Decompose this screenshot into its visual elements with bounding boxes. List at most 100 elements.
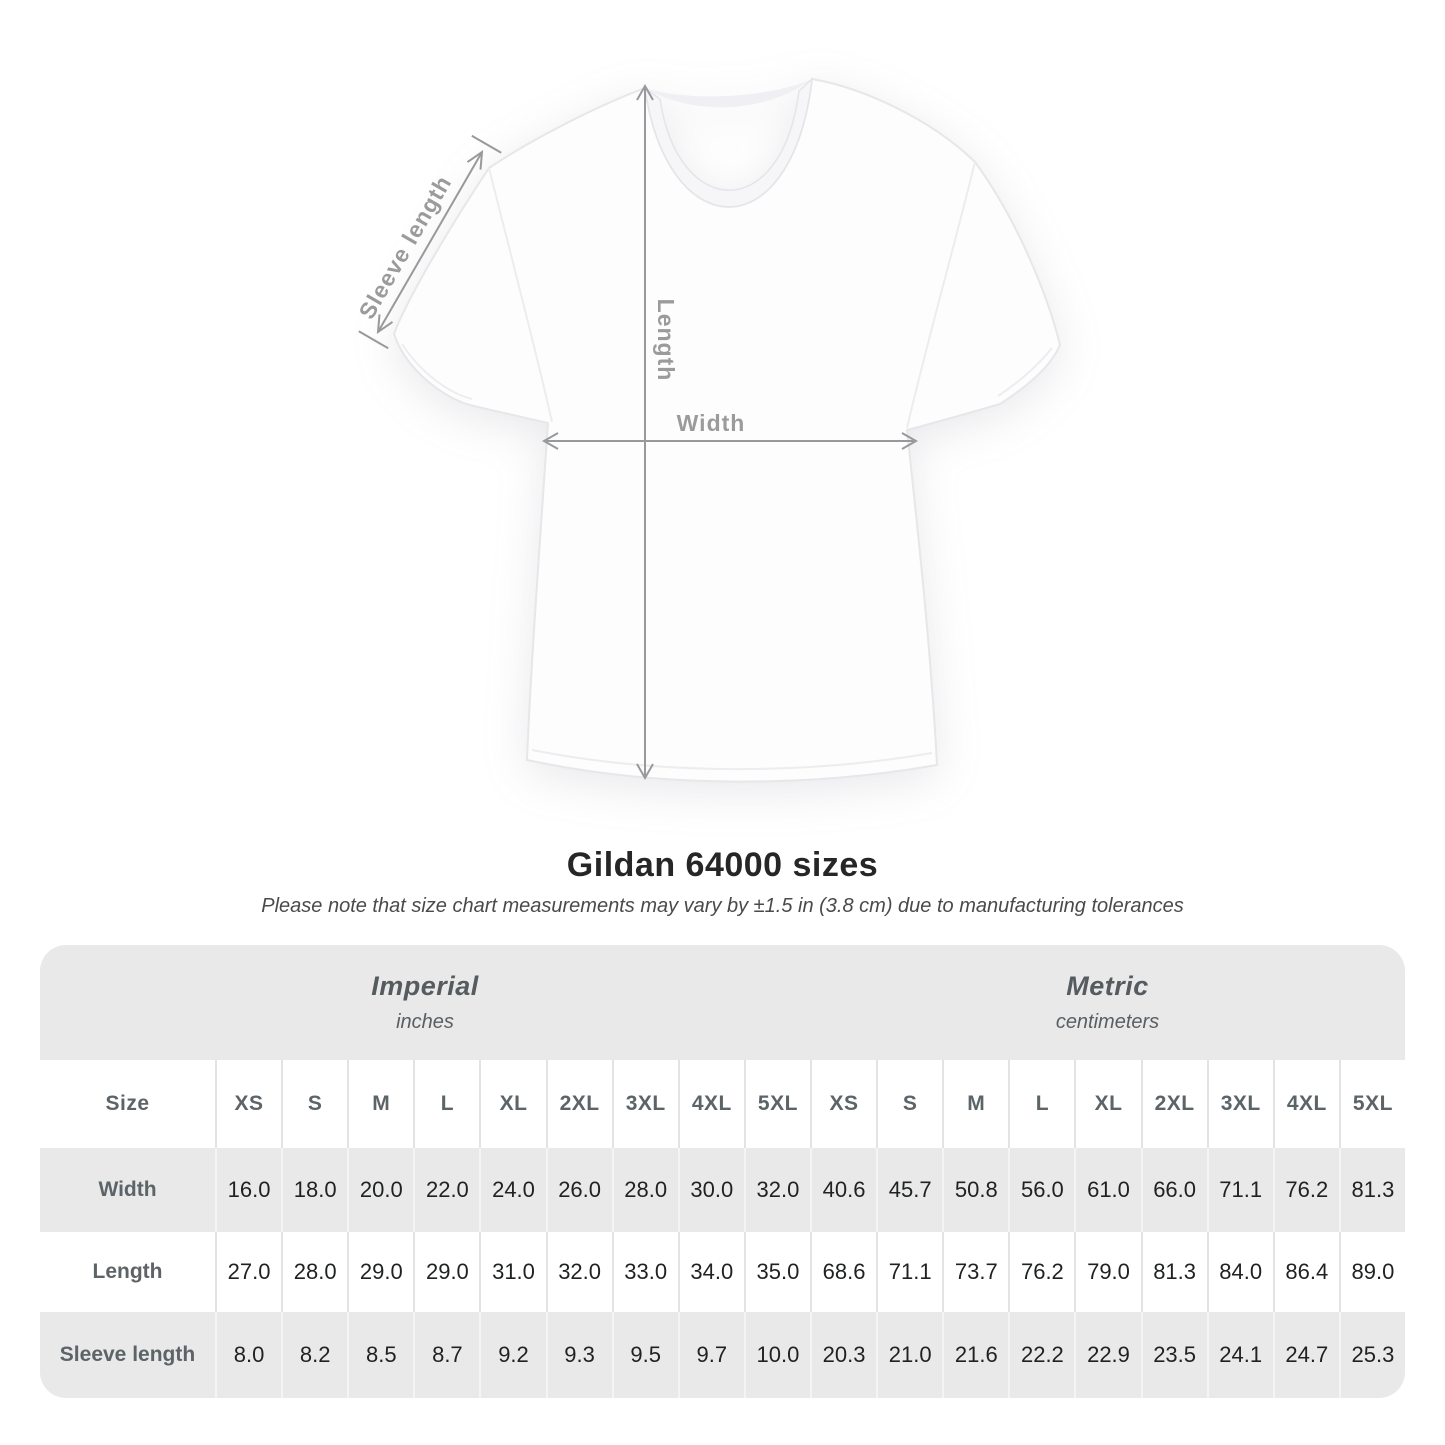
cell-text: 29.0 bbox=[359, 1259, 403, 1284]
cell-text: 9.5 bbox=[630, 1342, 661, 1367]
cell-text: 79.0 bbox=[1087, 1259, 1130, 1284]
page-title: Gildan 64000 sizes bbox=[566, 846, 879, 884]
tshirt-right-cuff-stitch bbox=[997, 347, 1053, 397]
cell-text: Width bbox=[98, 1178, 157, 1201]
size-column-header: 3XL bbox=[611, 1060, 678, 1148]
cell-text: 3XL bbox=[1220, 1092, 1261, 1115]
cell-text: 5XL bbox=[757, 1092, 798, 1115]
value-cell: 28.0 bbox=[611, 1148, 678, 1232]
value-cell: 35.0 bbox=[743, 1232, 810, 1312]
value-cell: 9.7 bbox=[677, 1312, 744, 1398]
value-cell: 20.3 bbox=[810, 1312, 876, 1398]
cell-text: 76.2 bbox=[1285, 1177, 1329, 1202]
value-cell: 71.1 bbox=[876, 1232, 942, 1312]
cell-text: 76.2 bbox=[1020, 1259, 1064, 1284]
value-cell: 22.2 bbox=[1008, 1312, 1074, 1398]
cell-text: 35.0 bbox=[756, 1259, 800, 1284]
value-cell: 33.0 bbox=[611, 1232, 678, 1312]
size-column-header: S bbox=[876, 1060, 942, 1148]
imperial-unit: inches bbox=[396, 1011, 454, 1033]
cell-text: 89.0 bbox=[1351, 1259, 1395, 1284]
cell-text: 29.0 bbox=[425, 1259, 469, 1284]
width-label: Width bbox=[677, 410, 746, 436]
value-cell: 24.0 bbox=[479, 1148, 545, 1232]
value-cell: 26.0 bbox=[545, 1148, 612, 1232]
value-cell: 28.0 bbox=[281, 1232, 347, 1312]
cell-text: 31.0 bbox=[492, 1259, 535, 1284]
cell-text: 24.0 bbox=[492, 1177, 535, 1202]
row-label: Length bbox=[40, 1232, 215, 1312]
table-row: Sleeve length 8.0 8.2 8.5 8.7 9.2 9.3 9.5 9.7 10.… bbox=[40, 1312, 1405, 1398]
value-cell: 76.2 bbox=[1272, 1148, 1339, 1232]
cell-text: 10.0 bbox=[756, 1342, 800, 1367]
cell-text: 28.0 bbox=[293, 1259, 337, 1284]
cell-text: 71.1 bbox=[888, 1259, 932, 1284]
value-cell: 8.5 bbox=[347, 1312, 413, 1398]
value-cell: 16.0 bbox=[215, 1148, 281, 1232]
metric-unit: centimeters bbox=[1055, 1011, 1160, 1033]
cell-text: 30.0 bbox=[690, 1177, 734, 1202]
value-cell: 40.6 bbox=[810, 1148, 876, 1232]
value-cell: 24.1 bbox=[1206, 1312, 1273, 1398]
length-arrow bbox=[636, 83, 654, 781]
cell-text: 40.6 bbox=[822, 1177, 866, 1202]
tshirt-body bbox=[392, 77, 1062, 783]
cell-text: 25.3 bbox=[1351, 1342, 1395, 1367]
size-column-header: M bbox=[942, 1060, 1008, 1148]
size-column-header: 3XL bbox=[1206, 1060, 1273, 1148]
value-cell: 76.2 bbox=[1008, 1232, 1074, 1312]
cell-text: 24.7 bbox=[1285, 1342, 1329, 1367]
value-cell: 32.0 bbox=[545, 1232, 612, 1312]
sleeve-length-arrow bbox=[358, 134, 502, 350]
size-column-header: 5XL bbox=[743, 1060, 810, 1148]
imperial-header: Imperial inches bbox=[40, 945, 810, 1060]
size-column-header: S bbox=[281, 1060, 347, 1148]
cell-text: 68.6 bbox=[822, 1259, 866, 1284]
width-arrow bbox=[541, 432, 919, 450]
size-column-header: L bbox=[413, 1060, 479, 1148]
cell-text: 2XL bbox=[1154, 1092, 1195, 1115]
cell-text: S bbox=[307, 1092, 323, 1115]
cell-text: 28.0 bbox=[624, 1177, 668, 1202]
cell-text: L bbox=[1035, 1092, 1050, 1115]
cell-text: 50.8 bbox=[954, 1177, 998, 1202]
size-table: Imperial inches Metric centimeters Size X… bbox=[40, 945, 1405, 1398]
value-cell: 18.0 bbox=[281, 1148, 347, 1232]
row-label: Sleeve length bbox=[40, 1312, 215, 1398]
tshirt-graphic bbox=[392, 77, 1062, 783]
value-cell: 22.0 bbox=[413, 1148, 479, 1232]
cell-text: 9.3 bbox=[564, 1342, 595, 1367]
cell-text: 45.7 bbox=[888, 1177, 932, 1202]
table-row: Length 27.0 28.0 29.0 29.0 31.0 32.0 33.0 34.0 35… bbox=[40, 1232, 1405, 1312]
value-cell: 25.3 bbox=[1338, 1312, 1405, 1398]
table-row: Width 16.0 18.0 20.0 22.0 24.0 26.0 28.0 30.0 32.… bbox=[40, 1148, 1405, 1232]
value-cell: 86.4 bbox=[1272, 1232, 1339, 1312]
value-cell: 21.0 bbox=[876, 1312, 942, 1398]
cell-text: 71.1 bbox=[1219, 1177, 1263, 1202]
value-cell: 8.2 bbox=[281, 1312, 347, 1398]
value-cell: 9.3 bbox=[545, 1312, 612, 1398]
cell-text: 2XL bbox=[559, 1092, 600, 1115]
value-cell: 31.0 bbox=[479, 1232, 545, 1312]
value-cell: 9.2 bbox=[479, 1312, 545, 1398]
cell-text: XS bbox=[829, 1092, 859, 1115]
value-cell: 71.1 bbox=[1206, 1148, 1273, 1232]
unit-header-band: Imperial inches Metric centimeters bbox=[40, 945, 1405, 1060]
value-cell: 68.6 bbox=[810, 1232, 876, 1312]
value-cell: 61.0 bbox=[1074, 1148, 1140, 1232]
size-column-header: M bbox=[347, 1060, 413, 1148]
cell-text: 26.0 bbox=[558, 1177, 602, 1202]
cell-text: 18.0 bbox=[293, 1177, 337, 1202]
cell-text: 8.7 bbox=[432, 1342, 463, 1367]
cell-text: 66.0 bbox=[1153, 1177, 1197, 1202]
value-cell: 89.0 bbox=[1338, 1232, 1405, 1312]
cell-text: 23.5 bbox=[1153, 1342, 1197, 1367]
row-label: Width bbox=[40, 1148, 215, 1232]
metric-name: Metric bbox=[1066, 971, 1149, 1001]
value-cell: 30.0 bbox=[677, 1148, 744, 1232]
length-label: Length bbox=[653, 299, 679, 382]
cell-text: M bbox=[372, 1092, 391, 1115]
tshirt-hem-stitch bbox=[531, 749, 933, 771]
cell-text: 5XL bbox=[1352, 1092, 1393, 1115]
